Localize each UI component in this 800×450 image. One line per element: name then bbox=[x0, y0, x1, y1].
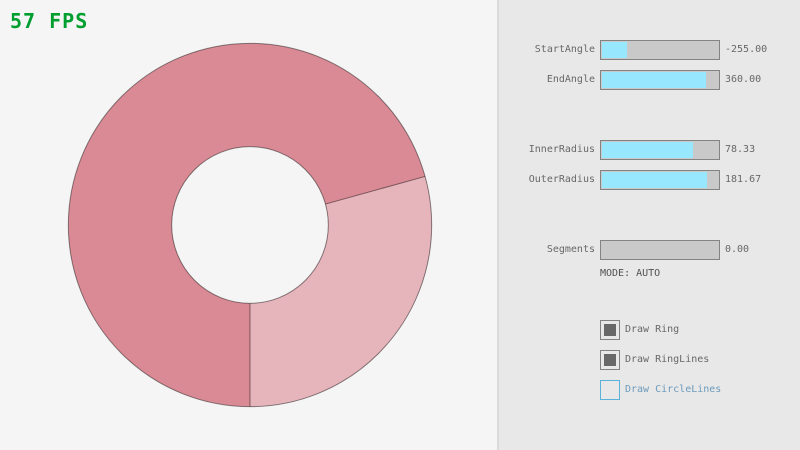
draw-circlelines-checkbox[interactable] bbox=[600, 380, 620, 400]
draw-circlelines-label: Draw CircleLines bbox=[625, 384, 722, 395]
slider-row-inner-radius: InnerRadius 78.33 bbox=[0, 140, 800, 160]
inner-radius-slider[interactable] bbox=[600, 140, 720, 160]
slider-row-end-angle: EndAngle 360.00 bbox=[0, 70, 800, 90]
checkbox-row-draw-circlelines: Draw CircleLines bbox=[0, 380, 800, 400]
mode-indicator: MODE: AUTO bbox=[600, 268, 661, 279]
outer-radius-value: 181.67 bbox=[725, 174, 762, 185]
outer-radius-slider-fill bbox=[602, 172, 707, 188]
inner-radius-label: InnerRadius bbox=[528, 144, 595, 155]
end-angle-slider-fill bbox=[602, 72, 706, 88]
segments-value: 0.00 bbox=[725, 244, 750, 255]
inner-radius-value: 78.33 bbox=[725, 144, 756, 155]
start-angle-slider-fill bbox=[602, 42, 627, 58]
draw-ringlines-label: Draw RingLines bbox=[625, 354, 710, 365]
segments-label: Segments bbox=[546, 244, 595, 255]
end-angle-label: EndAngle bbox=[546, 74, 595, 85]
check-mark-icon bbox=[604, 354, 616, 366]
start-angle-value: -255.00 bbox=[725, 44, 768, 55]
start-angle-label: StartAngle bbox=[534, 44, 595, 55]
outer-radius-label: OuterRadius bbox=[528, 174, 595, 185]
draw-ring-label: Draw Ring bbox=[625, 324, 680, 335]
slider-row-segments: Segments 0.00 bbox=[0, 240, 800, 260]
end-angle-value: 360.00 bbox=[725, 74, 762, 85]
fps-counter: 57 FPS bbox=[10, 9, 89, 33]
slider-row-start-angle: StartAngle -255.00 bbox=[0, 40, 800, 60]
checkbox-row-draw-ringlines: Draw RingLines bbox=[0, 350, 800, 370]
segments-slider[interactable] bbox=[600, 240, 720, 260]
slider-row-outer-radius: OuterRadius 181.67 bbox=[0, 170, 800, 190]
inner-radius-slider-fill bbox=[602, 142, 693, 158]
draw-ring-checkbox[interactable] bbox=[600, 320, 620, 340]
check-mark-icon bbox=[604, 324, 616, 336]
checkbox-row-draw-ring: Draw Ring bbox=[0, 320, 800, 340]
outer-radius-slider[interactable] bbox=[600, 170, 720, 190]
start-angle-slider[interactable] bbox=[600, 40, 720, 60]
end-angle-slider[interactable] bbox=[600, 70, 720, 90]
draw-ringlines-checkbox[interactable] bbox=[600, 350, 620, 370]
